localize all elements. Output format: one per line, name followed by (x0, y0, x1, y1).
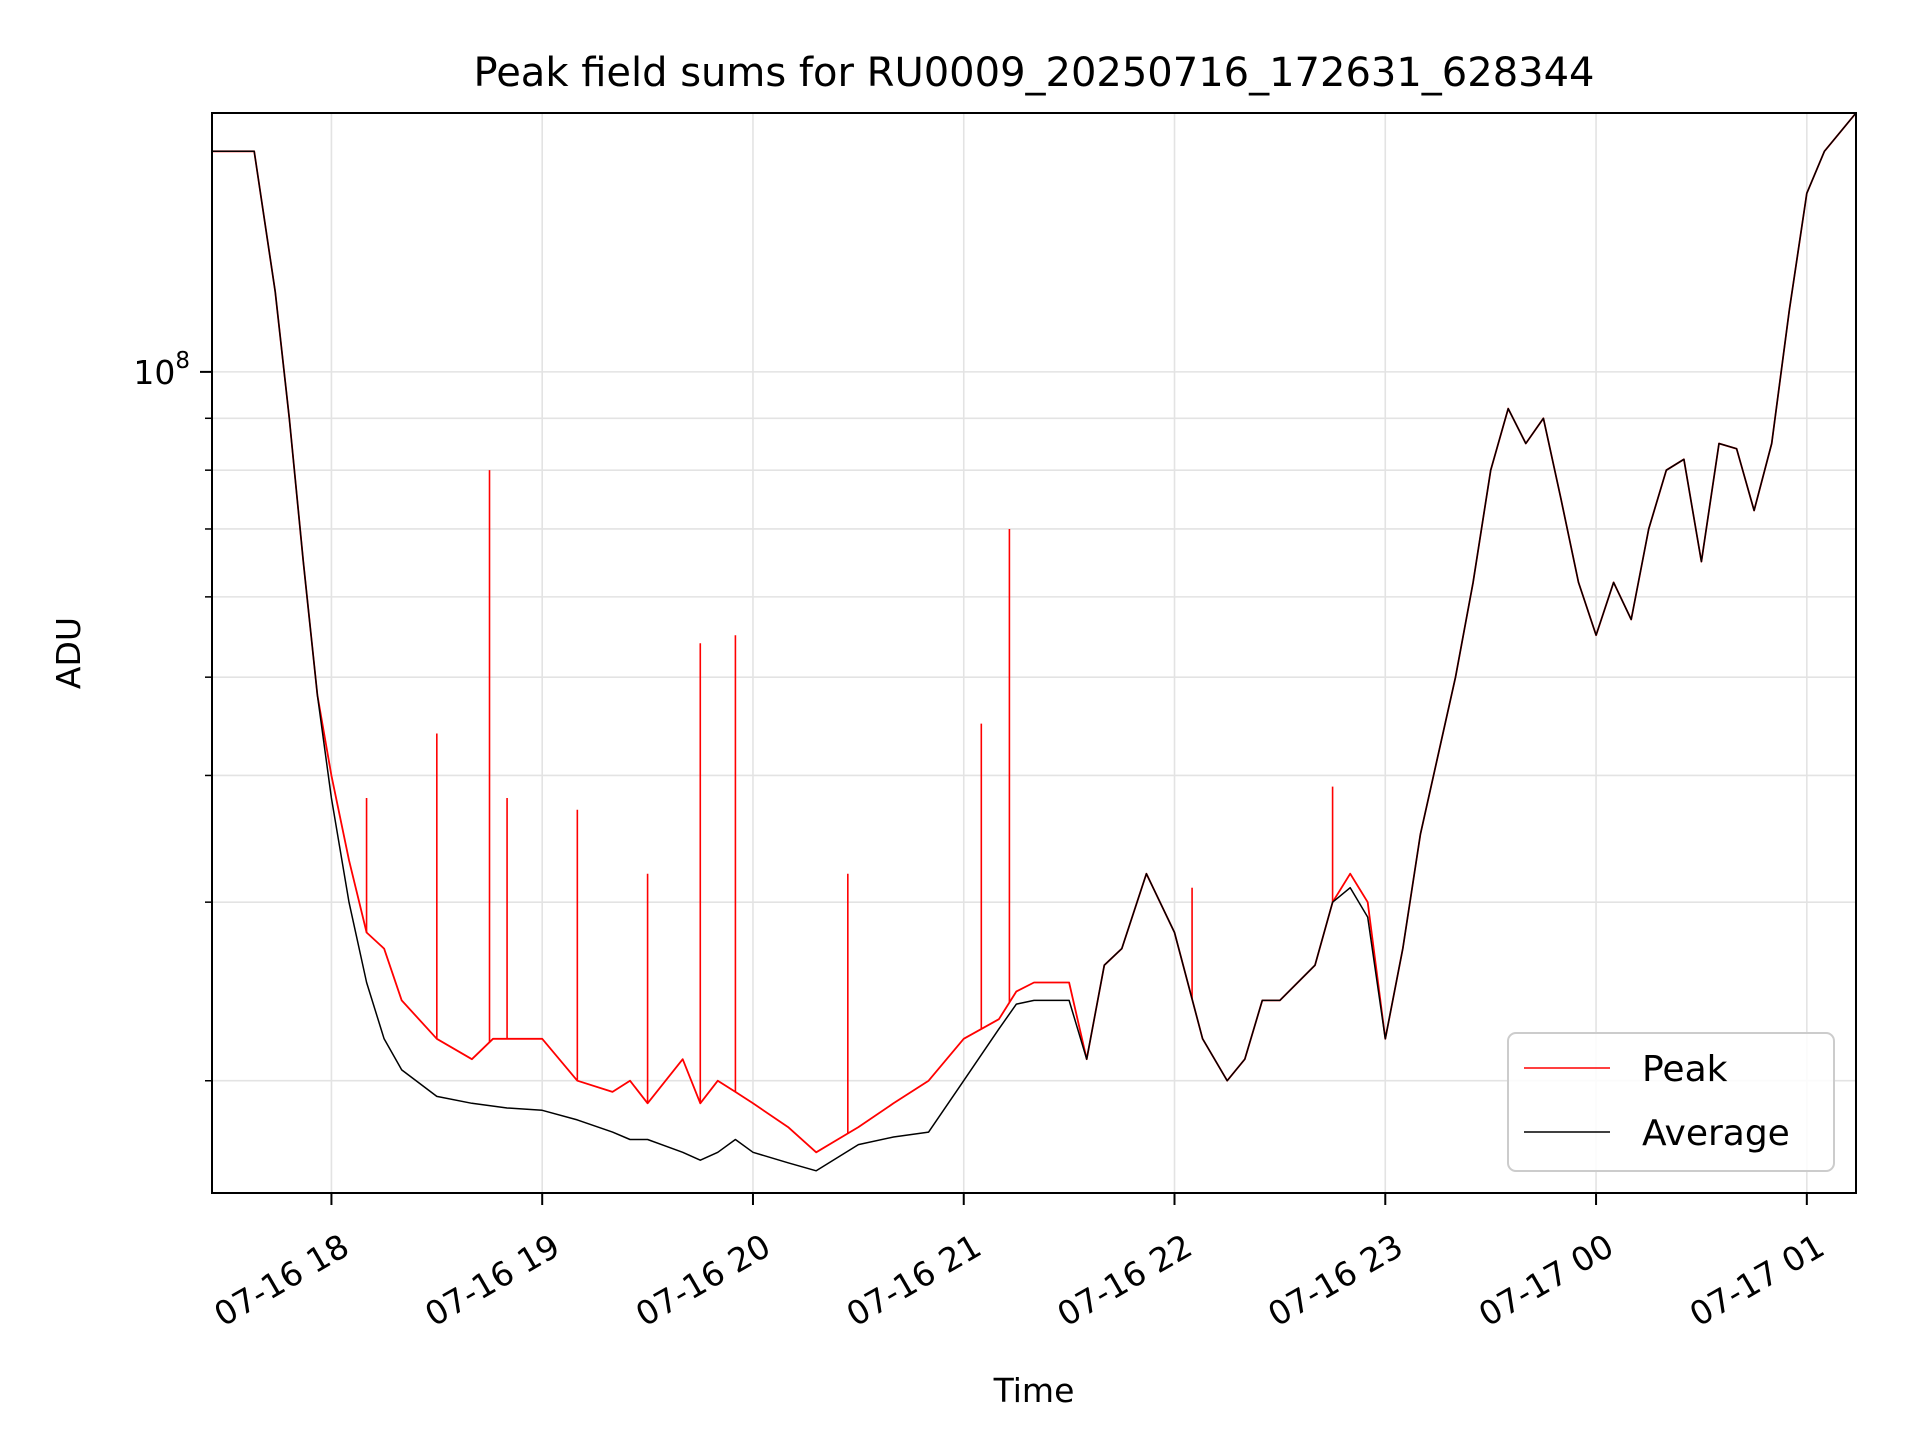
plot-frame (211, 112, 1857, 1194)
y-axis: 108 (133, 348, 212, 1082)
legend-label-peak: Peak (1642, 1049, 1728, 1090)
y-tick-label: 108 (133, 348, 190, 392)
y-axis-label: ADU (49, 617, 88, 689)
grid (212, 113, 1856, 1193)
legend-label-average: Average (1642, 1113, 1790, 1154)
series-line-average (212, 113, 1856, 1172)
x-axis-label: Time (993, 1371, 1075, 1410)
chart-title: Peak field sums for RU0009_20250716_1726… (474, 50, 1595, 96)
plot-lines (212, 113, 1856, 1172)
legend: Peak Average (1507, 1032, 1835, 1172)
